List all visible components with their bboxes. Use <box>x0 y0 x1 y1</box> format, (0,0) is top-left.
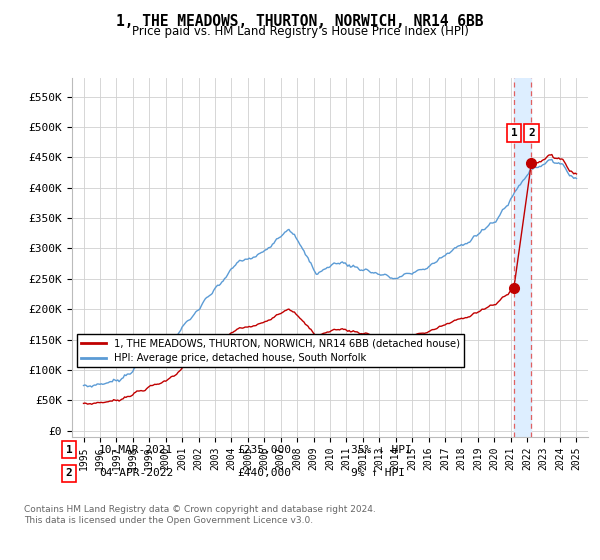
Text: 9% ↑ HPI: 9% ↑ HPI <box>351 468 405 478</box>
Text: Contains HM Land Registry data © Crown copyright and database right 2024.
This d: Contains HM Land Registry data © Crown c… <box>24 505 376 525</box>
Text: 2: 2 <box>65 468 73 478</box>
Text: 1, THE MEADOWS, THURTON, NORWICH, NR14 6BB: 1, THE MEADOWS, THURTON, NORWICH, NR14 6… <box>116 14 484 29</box>
Text: 1: 1 <box>65 445 73 455</box>
Text: 2: 2 <box>528 128 535 138</box>
Text: 35% ↓ HPI: 35% ↓ HPI <box>351 445 412 455</box>
Text: 10-MAR-2021: 10-MAR-2021 <box>99 445 173 455</box>
Text: Price paid vs. HM Land Registry's House Price Index (HPI): Price paid vs. HM Land Registry's House … <box>131 25 469 38</box>
Text: £235,000: £235,000 <box>237 445 291 455</box>
Legend: 1, THE MEADOWS, THURTON, NORWICH, NR14 6BB (detached house), HPI: Average price,: 1, THE MEADOWS, THURTON, NORWICH, NR14 6… <box>77 334 464 367</box>
Bar <box>514 78 532 437</box>
Text: £440,000: £440,000 <box>237 468 291 478</box>
Text: 1: 1 <box>511 128 517 138</box>
Text: 04-APR-2022: 04-APR-2022 <box>99 468 173 478</box>
